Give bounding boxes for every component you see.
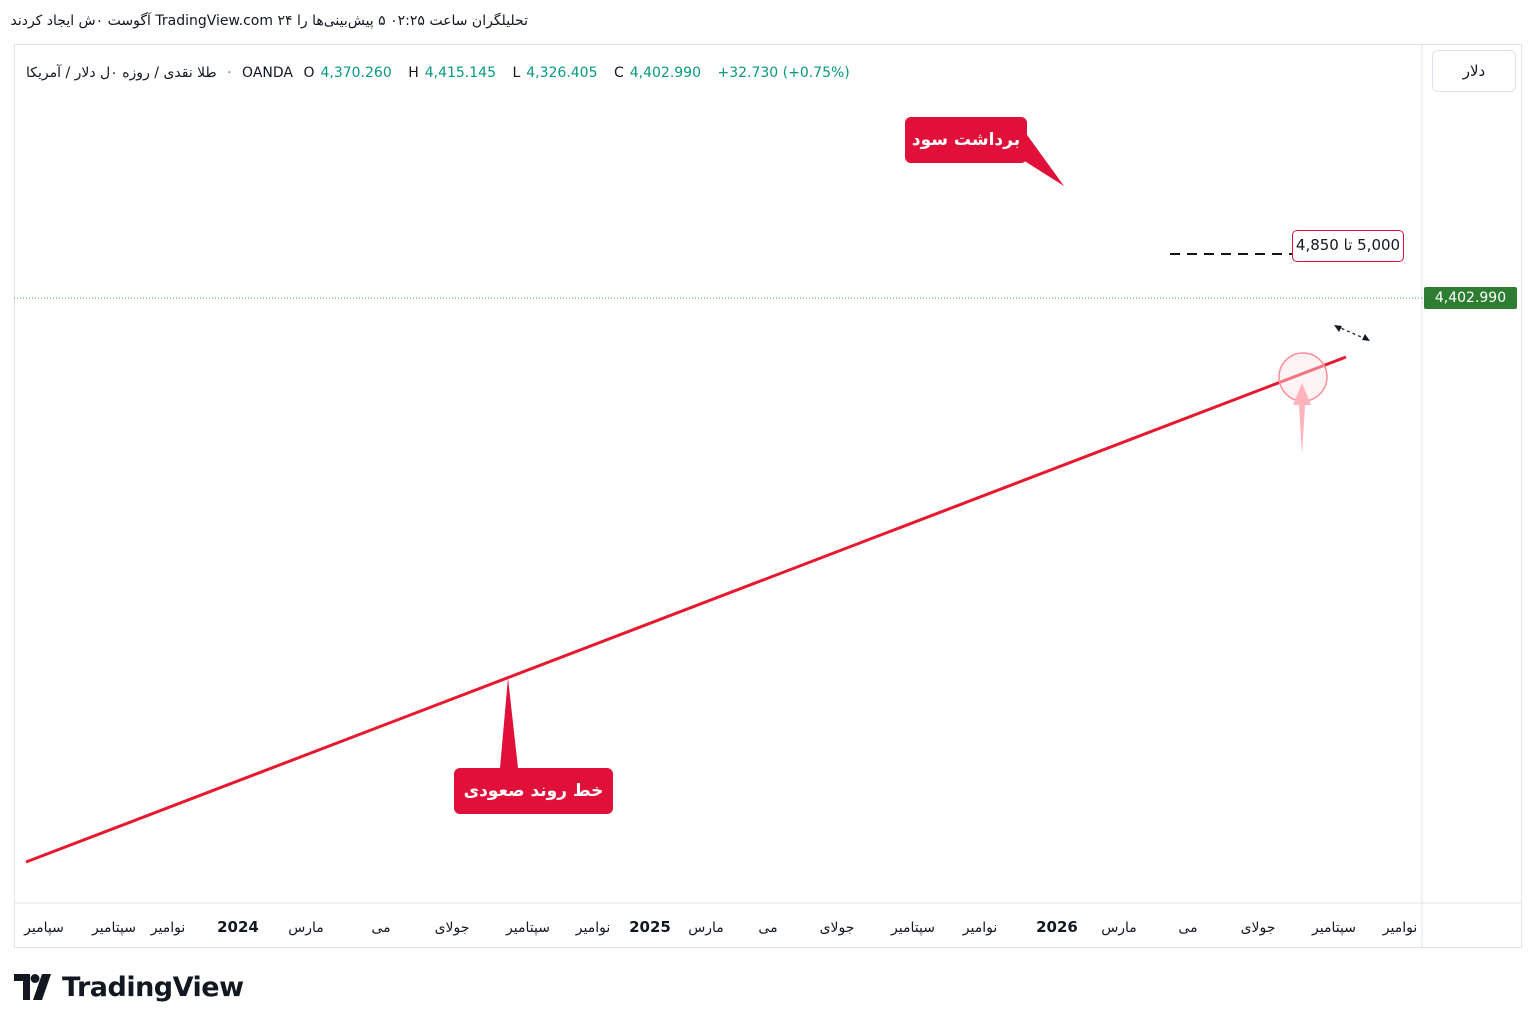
tradingview-logo-text: TradingView bbox=[62, 971, 244, 1003]
change-value: +32.730 (+0.75%) bbox=[717, 65, 850, 81]
open-value: 4,370.260 bbox=[320, 65, 392, 81]
chart-frame bbox=[14, 44, 1522, 948]
last-price-label: 4,402.990 bbox=[1424, 287, 1517, 309]
high-value: 4,415.145 bbox=[424, 65, 496, 81]
tradingview-logo-icon bbox=[14, 974, 51, 1000]
time-tick-label: می bbox=[758, 920, 777, 936]
separator-dot: · bbox=[227, 65, 232, 81]
broker-name: OANDA bbox=[242, 65, 293, 81]
time-tick-label: جولای bbox=[1241, 920, 1276, 936]
time-tick-label: نوامیر bbox=[150, 920, 185, 936]
high-label: H bbox=[408, 65, 419, 81]
profit-taking-callout: برداشت سود bbox=[905, 117, 1027, 163]
publish-info-text: تحلیلگران ساعت ۰۲:۲۵ ۵ پیش‌بینی‌ها را Tr… bbox=[10, 13, 528, 29]
uptrend-callout-pointer bbox=[500, 678, 518, 768]
close-label: C bbox=[613, 65, 624, 81]
target-label: 5,000 تا 4,850 bbox=[1292, 230, 1404, 262]
arrow-right-icon bbox=[1362, 334, 1370, 341]
chart-grid bbox=[14, 44, 1522, 948]
time-tick-label: جولای bbox=[435, 920, 470, 936]
time-tick-label: جولای bbox=[820, 920, 855, 936]
tradingview-logo[interactable]: TradingView bbox=[14, 970, 244, 1004]
time-tick-label: نوامیر bbox=[575, 920, 610, 936]
header-bar: تحلیلگران ساعت ۰۲:۲۵ ۵ پیش‌بینی‌ها را Tr… bbox=[0, 0, 1536, 44]
time-tick-label: 2025 bbox=[629, 918, 671, 936]
time-tick-label: سپتامیر bbox=[1311, 920, 1356, 936]
symbol-name[interactable]: طلا نقدی / روزه ۰ل دلار / آمریکا bbox=[26, 65, 217, 81]
time-tick-label: 2026 bbox=[1036, 918, 1078, 936]
time-tick-label: سپتامیر bbox=[91, 920, 136, 936]
time-tick-label: می bbox=[1178, 920, 1197, 936]
time-tick-label: مارس bbox=[688, 920, 724, 936]
arrow-left-icon bbox=[1334, 325, 1342, 332]
time-tick-label: نوامیر bbox=[962, 920, 997, 936]
time-tick-label: مارس bbox=[1101, 920, 1137, 936]
time-tick-label: می bbox=[371, 920, 390, 936]
annotations bbox=[25, 128, 1370, 864]
up-arrow-icon bbox=[1293, 383, 1311, 455]
time-tick-label: سپامیر bbox=[23, 920, 64, 936]
low-value: 4,326.405 bbox=[526, 65, 598, 81]
time-tick-label: مارس bbox=[288, 920, 324, 936]
currency-button[interactable]: دلار bbox=[1432, 50, 1516, 92]
uptrend-callout: خط روند صعودی bbox=[454, 768, 613, 814]
low-label: L bbox=[512, 65, 521, 81]
time-tick-label: سپتامیر bbox=[505, 920, 550, 936]
open-label: O bbox=[303, 65, 315, 81]
uptrend-line[interactable] bbox=[25, 355, 1347, 864]
symbol-legend: طلا نقدی / روزه ۰ل دلار / آمریکا · OANDA… bbox=[26, 65, 856, 81]
close-value: 4,402.990 bbox=[629, 65, 702, 81]
profit-callout-pointer bbox=[1015, 128, 1064, 186]
time-axis[interactable]: سپامیر سپتامیر نوامیر 2024 مارس می جولای سپتامی… bbox=[23, 918, 1417, 936]
time-tick-label: 2024 bbox=[217, 918, 259, 936]
time-tick-label: نوامیر bbox=[1382, 920, 1417, 936]
time-tick-label: سپتامیر bbox=[890, 920, 935, 936]
